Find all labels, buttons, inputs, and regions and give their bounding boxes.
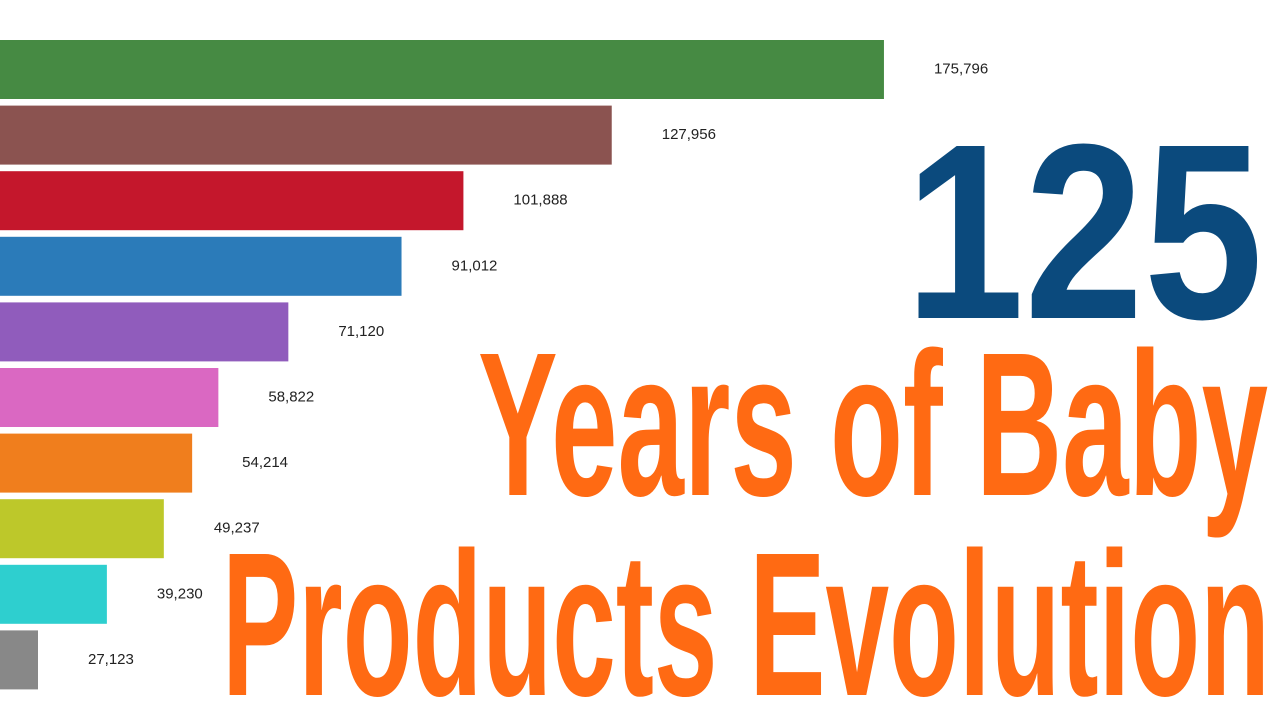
- bar: [0, 171, 464, 231]
- bar: [0, 40, 884, 99]
- value-label: 54,214: [242, 454, 288, 471]
- value-label: 27,123: [88, 651, 134, 668]
- value-label: 101,888: [513, 192, 567, 209]
- value-label: 175,796: [934, 60, 988, 77]
- bar: [0, 236, 402, 296]
- bars: 175,796 127,956 101,888 91,012 71,120 58,822 5…: [0, 40, 988, 690]
- bar: [0, 433, 193, 493]
- title-line: Years of Baby: [478, 310, 1268, 539]
- bar: [0, 630, 38, 690]
- value-label: 127,956: [662, 126, 716, 143]
- bar: [0, 499, 164, 559]
- value-label: 39,230: [157, 585, 203, 602]
- value-label: 91,012: [452, 257, 498, 274]
- bar: [0, 564, 107, 624]
- value-label: 49,237: [214, 520, 260, 537]
- bar: [0, 302, 289, 362]
- headline: 125: [905, 92, 1263, 371]
- bar: [0, 105, 612, 165]
- value-label: 58,822: [268, 388, 314, 405]
- value-label: 71,120: [338, 323, 384, 340]
- title-line: Products Evolution: [222, 510, 1270, 720]
- bar: [0, 368, 219, 427]
